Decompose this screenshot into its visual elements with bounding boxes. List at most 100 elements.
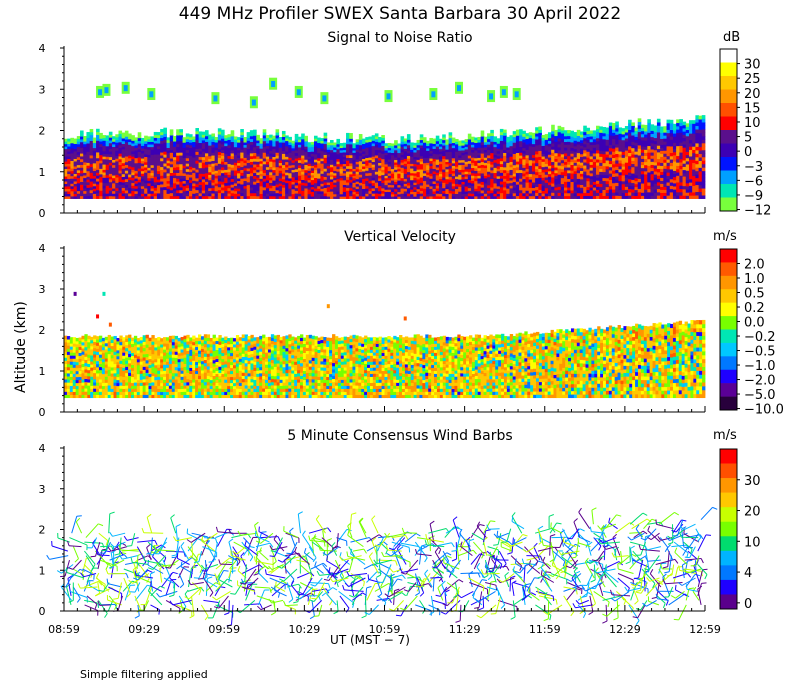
wind-barb <box>429 595 435 616</box>
colorbar-swatch <box>720 170 737 185</box>
colorbar-swatch <box>720 449 737 464</box>
wind-barb <box>218 574 233 588</box>
wind-barb <box>631 573 647 587</box>
wind-barb <box>150 580 163 592</box>
wind-barb <box>385 545 402 552</box>
wind-barb <box>602 604 608 624</box>
wind-barb <box>415 573 431 588</box>
wind-barb <box>588 595 594 616</box>
wind-barb <box>468 538 475 561</box>
wind-barb <box>259 547 269 561</box>
colorbar-swatch <box>720 507 737 523</box>
wind-barb <box>270 537 283 552</box>
wind-barb <box>87 537 98 549</box>
wind-barb <box>200 532 218 543</box>
wind-barb <box>651 582 660 599</box>
wind-barb <box>495 586 506 609</box>
wind-barb <box>597 538 620 545</box>
wind-barbs <box>46 506 718 627</box>
colorbar-swatch <box>720 463 737 479</box>
wind-barb <box>417 537 429 545</box>
x-tick-label: 11:59 <box>529 623 561 636</box>
wind-barb <box>150 604 160 615</box>
wind-barb <box>528 560 541 574</box>
wind-barb <box>75 517 83 534</box>
wind-barb <box>255 530 270 543</box>
wind-barb <box>453 582 459 599</box>
wind-barb <box>315 515 326 534</box>
wind-barb <box>350 548 366 565</box>
wind-barb <box>297 577 313 596</box>
wind-barb <box>189 595 195 619</box>
wind-barb <box>323 564 341 581</box>
wind-barb <box>697 582 707 597</box>
colorbar-label: −9 <box>744 189 763 204</box>
wind-barb <box>69 590 88 603</box>
wind-barb <box>98 532 109 546</box>
wind-barb <box>162 559 171 581</box>
wind-barb <box>72 546 79 563</box>
wind-barb <box>684 546 696 559</box>
wind-barb <box>67 540 82 548</box>
colorbar-label: 20 <box>744 87 761 102</box>
colorbar3-unit: m/s <box>713 428 737 443</box>
panel2-title: Vertical Velocity <box>344 229 456 245</box>
wind-barb <box>329 577 349 583</box>
wind-barb <box>400 595 418 611</box>
wind-barb <box>361 595 367 619</box>
wind-barb <box>611 552 629 558</box>
wind-barb <box>70 568 85 579</box>
colorbar-swatch <box>720 157 737 171</box>
wind-barb <box>549 522 562 534</box>
wind-barb <box>455 604 462 623</box>
wind-barb <box>492 555 509 561</box>
x-tick-label: 09:59 <box>208 623 240 636</box>
y-tick-label: 3 <box>39 83 46 96</box>
wind-barb <box>657 536 673 541</box>
wind-barb <box>395 604 408 617</box>
wind-barb <box>106 578 123 588</box>
wind-barb <box>381 551 403 557</box>
colorbar-label: 15 <box>744 101 761 116</box>
wind-barb <box>602 545 617 550</box>
wind-barb <box>224 600 230 616</box>
y-tick-label: 3 <box>39 283 46 296</box>
wind-barb <box>307 588 318 606</box>
wind-barb <box>627 532 645 541</box>
wind-barb <box>514 558 525 570</box>
wind-barb <box>371 537 378 556</box>
wind-barb <box>364 604 379 615</box>
wind-barb <box>344 577 366 587</box>
wind-barb <box>200 604 209 621</box>
wind-barb <box>474 590 496 603</box>
wind-barb <box>666 564 675 577</box>
wind-barb <box>500 541 513 552</box>
y-tick-label: 1 <box>39 564 46 577</box>
wind-barb <box>443 557 460 570</box>
wind-barb <box>575 599 589 605</box>
wind-barb <box>255 552 269 570</box>
colorbar-label: 1.0 <box>744 272 765 287</box>
wind-barb <box>230 582 243 595</box>
wind-barb <box>274 585 287 597</box>
wind-barb <box>186 532 206 543</box>
wind-barb <box>444 589 450 605</box>
colorbar-swatch <box>720 62 737 77</box>
wind-barb <box>283 600 298 607</box>
x-tick-label: 11:29 <box>449 623 481 636</box>
figure-title: 449 MHz Profiler SWEX Santa Barbara 30 A… <box>178 4 622 24</box>
wind-barb <box>339 555 362 561</box>
wind-barb <box>640 528 657 541</box>
wind-barb <box>424 539 445 548</box>
wind-barb <box>683 541 693 555</box>
wind-barb <box>118 545 139 552</box>
wind-barb <box>310 562 328 570</box>
wind-barb <box>264 569 286 579</box>
colorbar-label: −0.2 <box>744 330 776 345</box>
wind-barb <box>308 535 327 543</box>
wind-barb <box>548 514 554 529</box>
wind-barb <box>208 542 218 563</box>
wind-barb <box>431 559 444 569</box>
wind-barb <box>629 545 635 565</box>
wind-barb <box>571 542 579 559</box>
